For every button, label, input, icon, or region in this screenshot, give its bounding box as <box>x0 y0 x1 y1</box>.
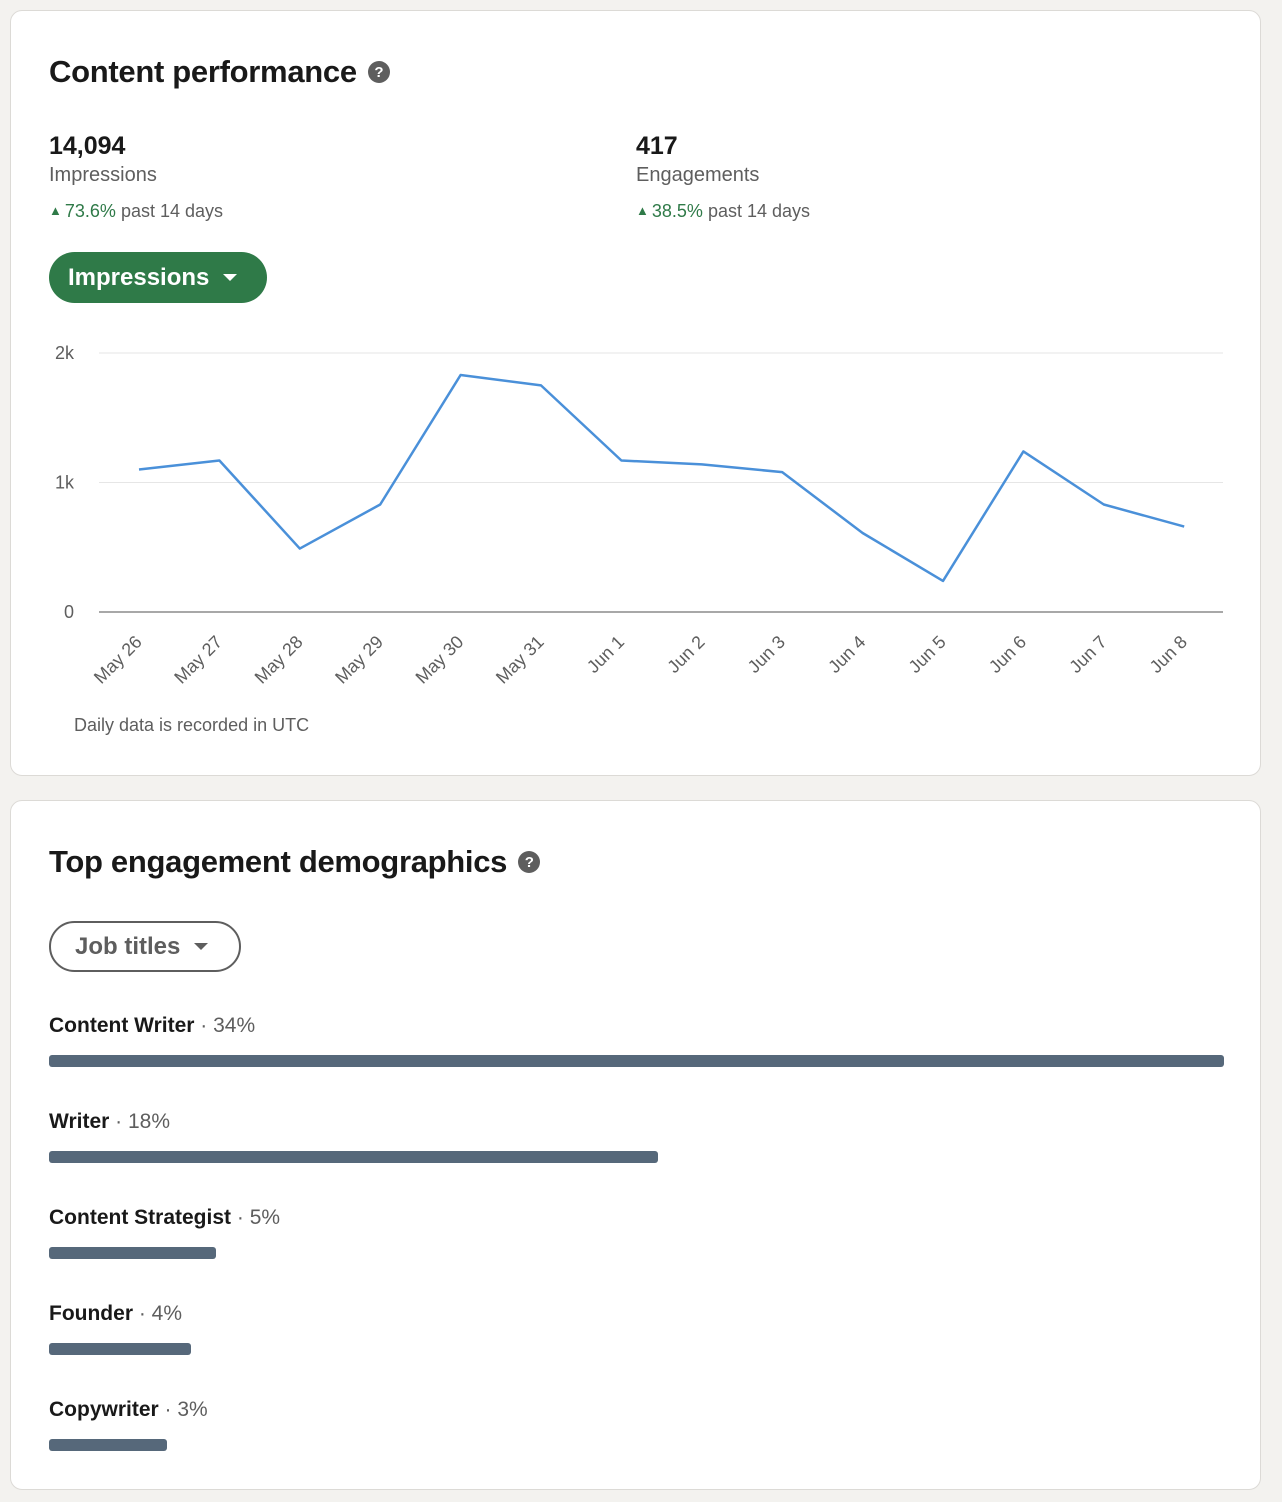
x-tick-label: Jun 8 <box>1146 632 1191 677</box>
demographic-separator: · <box>194 1014 214 1037</box>
x-tick-label: May 28 <box>251 632 307 688</box>
question-circle-icon[interactable]: ? <box>367 61 390 83</box>
demographic-label: Content Writer · 34% <box>49 1013 1224 1039</box>
impressions-change-pct: 73.6% <box>64 201 116 221</box>
demographic-label: Copywriter · 3% <box>49 1397 1224 1423</box>
content-performance-title: Content performance ? <box>49 54 390 90</box>
x-tick-label: Jun 6 <box>985 632 1030 677</box>
x-tick-label: Jun 4 <box>824 632 869 677</box>
trend-up-icon: ▲ <box>636 203 649 218</box>
engagements-label: Engagements <box>636 164 760 186</box>
engagements-change-pct: 38.5% <box>651 201 703 221</box>
impressions-metric: 14,094 Impressions ▲ 73.6% past 14 days <box>49 131 223 222</box>
demographic-bar <box>49 1343 192 1355</box>
demographic-name: Copywriter <box>49 1398 159 1421</box>
demographic-bar-track <box>49 1247 1224 1259</box>
x-tick-label: Jun 2 <box>663 632 708 677</box>
demographic-separator: · <box>109 1110 128 1133</box>
engagements-value: 417 <box>636 132 678 160</box>
demographic-separator: · <box>231 1206 250 1229</box>
x-tick-label: Jun 7 <box>1065 632 1110 677</box>
metric-selector-dropdown[interactable]: Impressions <box>49 252 267 303</box>
demographic-name: Content Writer <box>49 1014 195 1037</box>
demographic-name: Writer <box>49 1110 110 1133</box>
engagements-change: ▲ 38.5% past 14 days <box>636 201 810 222</box>
impressions-change-text: past 14 days <box>120 201 224 221</box>
x-tick-label: May 30 <box>412 632 468 688</box>
engagements-change-text: past 14 days <box>707 201 811 221</box>
demographic-name: Founder <box>49 1302 133 1325</box>
content-performance-title-text: Content performance <box>49 54 357 89</box>
caret-down-icon <box>223 274 238 281</box>
demographic-label: Founder · 4% <box>49 1301 1224 1327</box>
demographics-list: Content Writer · 34% Writer · 18% Content … <box>49 1013 1224 1493</box>
demographics-title-text: Top engagement demographics <box>49 844 508 879</box>
y-tick-label: 1k <box>55 473 75 493</box>
demographic-percent: 4% <box>151 1302 183 1325</box>
demographic-selector-dropdown[interactable]: Job titles <box>49 921 241 972</box>
impressions-line-chart: 0 1k 2k May 26 May 27 May 28 May 29 May 30 May 3… <box>55 343 1223 688</box>
demographic-selector-label: Job titles <box>75 932 181 960</box>
impressions-value: 14,094 <box>49 132 126 160</box>
demographic-separator: · <box>158 1398 178 1421</box>
y-tick-label: 2k <box>55 343 75 363</box>
engagements-metric: 417 Engagements ▲ 38.5% past 14 days <box>636 131 810 222</box>
caret-down-icon <box>194 943 209 950</box>
demographic-bar <box>49 1247 216 1259</box>
demographic-percent: 34% <box>213 1014 256 1037</box>
demographic-row: Copywriter · 3% <box>49 1397 1224 1493</box>
x-tick-label: May 31 <box>492 632 548 688</box>
demographic-bar <box>49 1055 1224 1067</box>
demographic-separator: · <box>133 1302 152 1325</box>
demographic-row: Content Writer · 34% <box>49 1013 1224 1109</box>
x-tick-label: Jun 1 <box>583 632 628 677</box>
utc-footnote: Daily data is recorded in UTC <box>74 715 310 735</box>
impressions-change: ▲ 73.6% past 14 days <box>49 201 223 222</box>
x-tick-label: May 27 <box>170 632 226 688</box>
demographics-card: Top engagement demographics ? Job titles… <box>10 800 1261 1490</box>
demographic-bar <box>49 1439 167 1451</box>
demographic-row: Founder · 4% <box>49 1301 1224 1397</box>
metric-selector-label: Impressions <box>68 263 210 291</box>
demographic-name: Content Strategist <box>49 1206 232 1229</box>
demographics-title: Top engagement demographics ? <box>49 844 541 880</box>
trend-up-icon: ▲ <box>49 203 62 218</box>
y-tick-label: 0 <box>64 602 74 622</box>
content-performance-card: Content performance ? 14,094 Impressions… <box>10 10 1261 776</box>
x-tick-label: May 29 <box>331 632 387 688</box>
demographic-percent: 5% <box>249 1206 281 1229</box>
demographic-row: Writer · 18% <box>49 1109 1224 1205</box>
demographic-bar <box>49 1151 658 1163</box>
demographic-percent: 3% <box>177 1398 208 1421</box>
question-circle-icon[interactable]: ? <box>518 851 541 873</box>
demographic-row: Content Strategist · 5% <box>49 1205 1224 1301</box>
demographic-bar-track <box>49 1343 1224 1355</box>
demographic-label: Content Strategist · 5% <box>49 1205 1224 1231</box>
x-tick-label: May 26 <box>90 632 146 688</box>
demographic-bar-track <box>49 1055 1224 1067</box>
impressions-series-line <box>138 373 1185 583</box>
demographic-bar-track <box>49 1151 1224 1163</box>
impressions-label: Impressions <box>49 164 157 186</box>
demographic-percent: 18% <box>127 1110 170 1133</box>
x-tick-label: Jun 3 <box>744 632 789 677</box>
demographic-label: Writer · 18% <box>49 1109 1224 1135</box>
x-tick-label: Jun 5 <box>905 632 950 677</box>
demographic-bar-track <box>49 1439 1224 1451</box>
